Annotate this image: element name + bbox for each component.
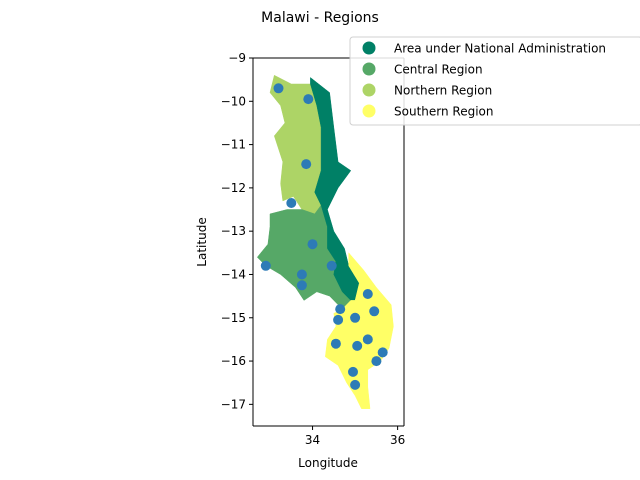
- point-17: [352, 340, 363, 351]
- legend-label: Central Region: [394, 63, 483, 77]
- x-tick-label: 36: [390, 433, 405, 447]
- point-5: [307, 239, 318, 250]
- legend-label: Northern Region: [394, 84, 492, 98]
- legend-marker: [362, 104, 376, 118]
- legend-box: [349, 36, 640, 126]
- region-southern-region: [325, 252, 394, 409]
- y-tick-label: −16: [221, 354, 246, 368]
- point-14: [333, 314, 344, 325]
- y-tick-label: −15: [221, 311, 246, 325]
- y-tick-label: −17: [221, 397, 246, 411]
- point-12: [369, 306, 380, 317]
- legend-label: Southern Region: [394, 105, 493, 119]
- points-layer: [260, 83, 388, 390]
- region-layer: [256, 74, 394, 409]
- point-13: [350, 312, 361, 323]
- point-19: [371, 356, 382, 367]
- y-tick-label: −12: [221, 181, 246, 195]
- y-tick-label: −10: [221, 94, 246, 108]
- point-4: [286, 198, 297, 208]
- y-axis-label: Latitude: [195, 217, 209, 266]
- point-16: [362, 334, 373, 345]
- y-tick-label: −13: [221, 224, 246, 238]
- y-tick-label: −11: [221, 138, 246, 152]
- x-axis-label: Longitude: [298, 456, 358, 470]
- point-9: [326, 260, 337, 271]
- point-10: [362, 289, 373, 299]
- point-18: [377, 347, 388, 358]
- point-8: [260, 260, 271, 271]
- point-11: [335, 304, 346, 315]
- y-tick-label: −9: [228, 51, 246, 65]
- region-northern-region: [269, 74, 322, 215]
- y-axis-ticks: −9 −10 −11 −12 −13 −14 −15 −16 −17: [221, 51, 253, 411]
- legend-marker: [362, 62, 376, 76]
- legend-label: Area under National Administration: [394, 42, 606, 56]
- point-15: [330, 338, 341, 349]
- y-tick-label: −14: [221, 267, 246, 281]
- legend-marker: [362, 41, 376, 55]
- point-7: [296, 280, 307, 291]
- point-1: [273, 83, 284, 94]
- point-6: [296, 269, 307, 280]
- legend-marker: [362, 83, 376, 97]
- x-axis-ticks: 34 36: [305, 426, 405, 447]
- point-2: [303, 94, 314, 105]
- point-20: [348, 366, 358, 377]
- point-3: [301, 159, 312, 170]
- chart-title: Malawi - Regions: [261, 10, 379, 26]
- legend: Area under National Administration Centra…: [349, 36, 640, 126]
- point-21: [350, 379, 361, 390]
- x-tick-label: 34: [305, 433, 320, 447]
